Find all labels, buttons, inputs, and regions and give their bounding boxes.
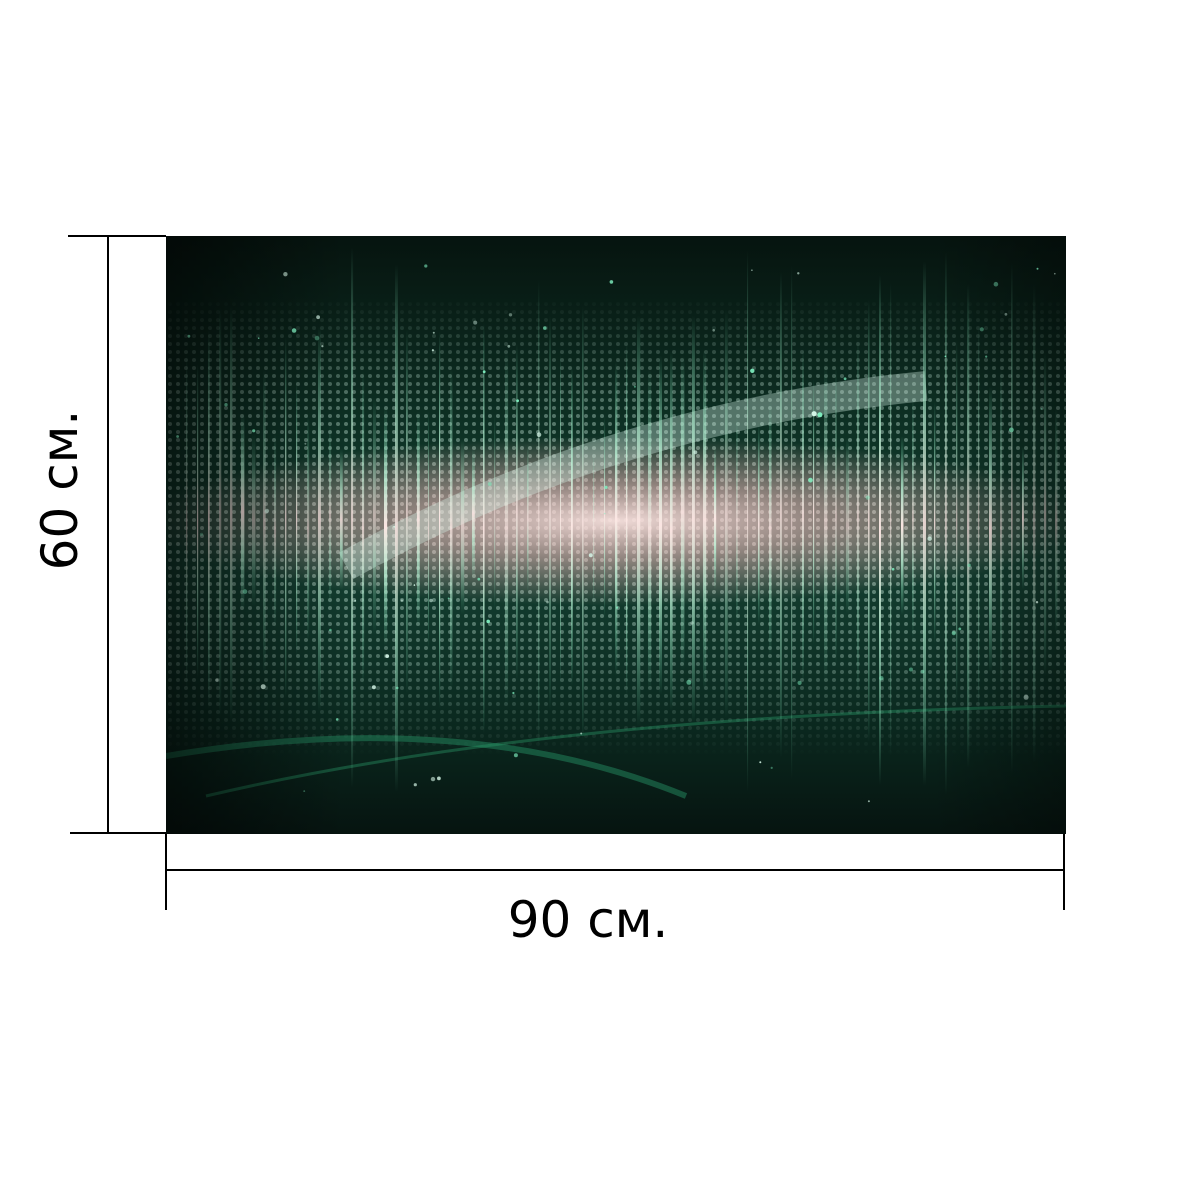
sound-wave-artwork xyxy=(166,236,1066,834)
product-image-sound-wave xyxy=(166,236,1066,834)
vignette xyxy=(166,236,1066,834)
width-label: 90 см. xyxy=(507,891,669,949)
height-label: 60 см. xyxy=(31,409,89,571)
